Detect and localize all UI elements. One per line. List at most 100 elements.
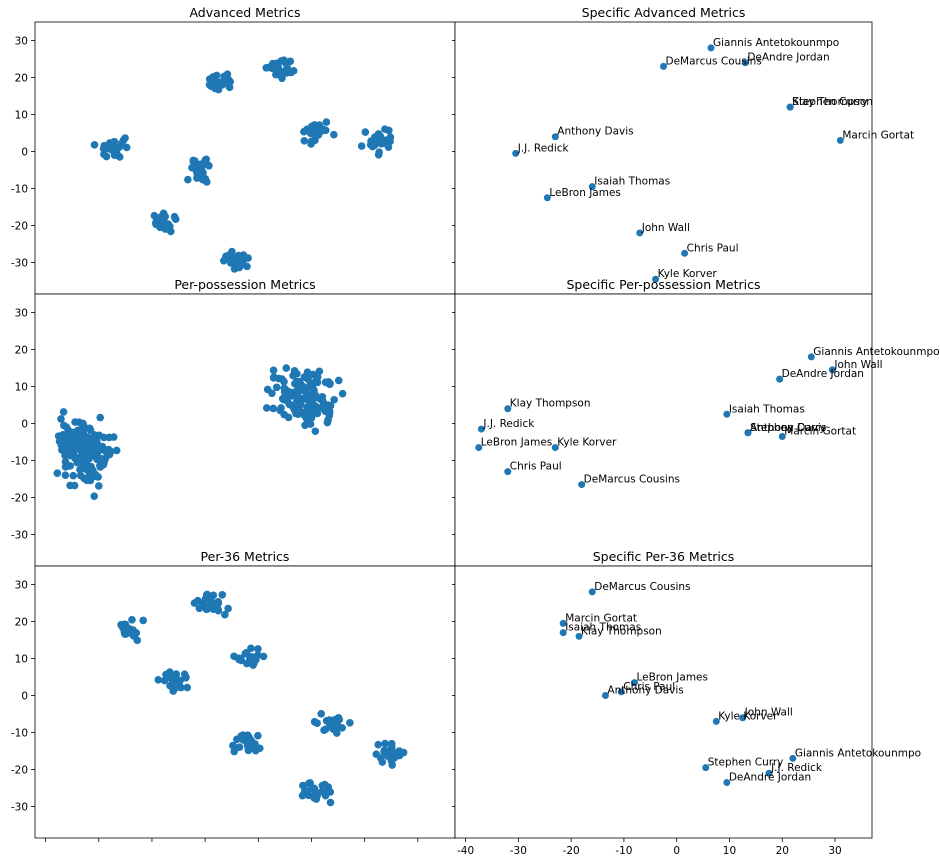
scatter-point [305,395,314,404]
scatter-point [306,420,315,428]
scatter-point [175,680,183,689]
point-label: J.J. Redick [517,142,570,154]
scatter-point [154,675,163,684]
scatter-point [304,791,313,800]
x-tick-label: 0 [673,845,680,857]
scatter-point [205,162,213,170]
y-tick-label: -20 [11,493,28,505]
scatter-point [324,404,333,413]
scatter-point [193,174,201,182]
point-label: Stephen Curry [750,422,826,434]
labeled-point [512,149,520,157]
scatter-point [254,731,262,740]
scatter-point [311,427,320,436]
scatter-point [282,364,291,372]
point-label: Kyle Korver [658,268,718,280]
labeled-point [575,632,583,640]
scatter-point [165,668,174,676]
y-tick-label: -30 [11,258,28,270]
panel-1: Advanced Metrics -30 -20 -10 0 10 20 30 [11,5,456,295]
scatter-point [280,56,288,65]
point-label: DeAndre Jordan [747,52,829,64]
scatter-point [346,718,354,727]
labeled-point [630,679,638,687]
scatter-point [108,146,116,155]
scatter-point [272,383,281,392]
scatter-point [95,431,103,440]
scatter-point [64,462,72,470]
labeled-point [551,444,559,452]
point-label: LeBron James [481,437,553,449]
y-tick-label: -10 [11,184,28,196]
panel-title: Per-36 Metrics [201,549,290,564]
scatter-point [120,627,129,636]
labeled-point [588,183,596,191]
panel-title: Advanced Metrics [189,5,300,20]
scatter-point [243,262,251,271]
panel-3: Per-possession Metrics -30 -20 -10 0 10 20 30 [11,277,456,567]
point-label: Klay Thompson [581,625,662,637]
point-label: Isaiah Thomas [594,176,670,188]
scatter-point [235,743,244,751]
y-tick-label: -30 [11,530,28,542]
panel-4: Specific Per-possession Metrics Giannis A… [452,277,940,567]
scatter-point [317,710,326,718]
axes-frame [34,565,456,839]
y-tick-label: 30 [15,308,28,320]
scatter-point [374,740,382,749]
labeled-point [712,717,720,725]
x-tick-label: -10 [615,845,632,857]
scatter-point [247,657,255,665]
scatter-point [99,460,108,469]
scatter-point [269,404,278,413]
panel-title: Per-possession Metrics [174,277,315,292]
scatter-point [53,469,62,477]
x-tick-label: -40 [457,845,474,857]
labeled-point [578,481,586,489]
scatter-point [170,212,179,221]
scatter-point [120,620,129,629]
scatter-point [61,451,69,460]
scatter-point [79,420,87,429]
scatter-point [122,143,131,152]
scatter-point [280,410,288,419]
point-label: Marcin Gortat [565,612,637,624]
plot-panels: Advanced Metrics-30-20-100102030Specific… [11,5,940,857]
point-label: Chris Paul [510,461,562,473]
scatter-point [195,168,204,176]
point-label: DeMarcus Cousins [584,474,680,486]
point-label: Chris Paul [687,242,739,254]
scatter-point [224,604,232,613]
labeled-point [504,468,512,476]
point-label: Marcin Gortat [842,129,914,141]
panel-title: Specific Per-possession Metrics [567,277,761,292]
scatter-point [59,408,68,416]
point-label: Stephen Curry [708,757,784,769]
scatter-point [321,378,330,387]
y-tick-label: -10 [11,456,28,468]
point-label: Isaiah Thomas [565,622,641,634]
point-label: Kyle Korver [557,437,617,449]
labeled-point [836,136,844,144]
scatter-point [99,144,108,153]
scatter-point [218,591,227,599]
labeled-point [789,754,797,762]
labeled-point [778,432,786,440]
labeled-point [543,194,551,202]
point-label: Giannis Antetokounmpo [713,37,839,49]
y-tick-label: -10 [11,728,28,740]
labeled-point [739,714,747,722]
scatter-point [91,470,100,479]
y-tick-label: 10 [15,382,28,394]
scatter-point [321,791,330,800]
labeled-point [723,778,731,786]
point-label: LeBron James [549,187,621,199]
point-label: Kyle Korver [718,710,778,722]
labeled-point [723,410,731,418]
point-label: John Wall [833,359,882,371]
scatter-point [205,80,214,89]
scatter-point [380,746,389,755]
y-tick-label: 30 [15,580,28,592]
scatter-point [322,118,331,126]
